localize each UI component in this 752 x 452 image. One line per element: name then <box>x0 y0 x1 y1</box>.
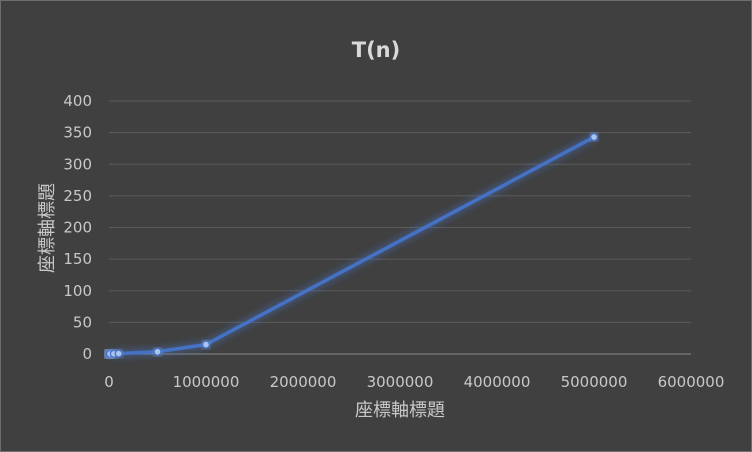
x-axis-ticks: 0 1000000 2000000 3000000 4000000 5000000 6000… <box>104 373 724 391</box>
y-tick-label-7: 350 <box>63 124 92 142</box>
y-tick-label-0: 0 <box>82 345 92 363</box>
x-tick-label-5: 5000000 <box>561 373 628 391</box>
y-tick-label-4: 200 <box>63 219 92 237</box>
chart-title: T(n) <box>352 38 400 62</box>
y-tick-label-3: 150 <box>63 250 92 268</box>
data-point-6 <box>153 347 162 356</box>
data-point-7 <box>202 340 211 349</box>
gridlines <box>109 100 691 355</box>
y-tick-label-8: 400 <box>63 92 92 110</box>
x-axis-title: 座標軸標題 <box>355 400 445 421</box>
x-tick-label-0: 0 <box>104 373 114 391</box>
y-tick-label-5: 250 <box>63 187 92 205</box>
data-point-8 <box>589 133 598 142</box>
x-tick-label-6: 6000000 <box>658 373 725 391</box>
x-tick-label-3: 3000000 <box>367 373 434 391</box>
x-tick-label-4: 4000000 <box>464 373 531 391</box>
data-point-5 <box>114 349 123 358</box>
y-tick-label-2: 100 <box>63 282 92 300</box>
y-axis-ticks: 0 50 100 150 200 250 300 350 400 <box>63 92 92 363</box>
y-tick-label-1: 50 <box>73 313 92 331</box>
x-tick-label-1: 1000000 <box>173 373 240 391</box>
x-tick-label-2: 2000000 <box>270 373 337 391</box>
series-layer <box>105 133 598 359</box>
series-line-0 <box>107 135 595 356</box>
y-tick-label-6: 300 <box>63 155 92 173</box>
y-axis-title: 座標軸標題 <box>37 183 58 273</box>
